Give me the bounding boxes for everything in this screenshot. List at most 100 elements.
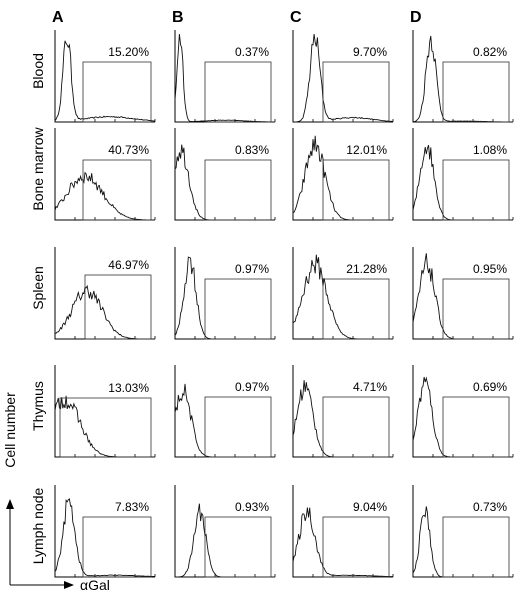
gate-percent-label: 40.73%: [108, 143, 149, 157]
gate-region: [204, 396, 272, 458]
gate-percent-label: 0.97%: [235, 380, 269, 394]
gate-percent-label: 0.82%: [473, 45, 507, 59]
histogram-panel: 0.97%: [174, 365, 276, 458]
gate-region: [84, 274, 152, 340]
gate-region: [322, 396, 390, 458]
panel-axes: [292, 365, 393, 458]
histogram-panel: 0.83%: [174, 128, 276, 221]
histogram-trace: [292, 507, 393, 578]
x-axis-label: αGal: [80, 577, 110, 593]
histogram-panel: 9.70%: [292, 30, 394, 123]
gate-region: [204, 159, 272, 221]
histogram-trace: [174, 33, 275, 123]
panel-axes: [412, 128, 513, 221]
gate-region: [322, 159, 390, 221]
gate-percent-label: 0.97%: [235, 262, 269, 276]
panel-axes: [412, 485, 513, 578]
row-label-blood: Blood: [30, 53, 46, 89]
gate-percent-label: 12.01%: [346, 143, 387, 157]
histogram-panel: 15.20%: [54, 30, 156, 123]
y-axis-arrowhead: [6, 499, 14, 509]
column-label-a: A: [52, 9, 64, 26]
panel-axes: [412, 30, 513, 123]
gate-region: [204, 516, 272, 578]
histogram-panel: 0.93%: [174, 485, 276, 578]
panel-axes: [174, 247, 275, 340]
histogram-panel: 0.69%: [412, 365, 514, 458]
histogram-trace: [54, 498, 156, 578]
histogram-trace: [293, 33, 394, 123]
histogram-panel: 0.73%: [412, 485, 514, 578]
gate-percent-label: 4.71%: [353, 380, 387, 394]
panel-axes: [292, 247, 393, 340]
gate-percent-label: 9.04%: [353, 500, 387, 514]
gate-region: [82, 516, 152, 578]
histogram-panel: 0.97%: [174, 247, 276, 340]
gate-percent-label: 9.70%: [353, 45, 387, 59]
panel-axes: [54, 30, 155, 123]
gate-region: [82, 61, 152, 123]
histogram-trace: [175, 503, 275, 578]
panel-axes: [54, 485, 155, 578]
panel-axes: [292, 485, 393, 578]
histogram-panel: 13.03%: [54, 365, 156, 458]
gate-percent-label: 0.37%: [235, 45, 269, 59]
column-label-b: B: [172, 9, 184, 26]
histogram-panel: 1.08%: [412, 128, 514, 221]
histogram-panel: 40.73%: [54, 128, 156, 221]
gate-region: [442, 396, 510, 458]
gate-region: [204, 278, 272, 340]
panel-axes: [292, 30, 393, 123]
gate-percent-label: 21.28%: [346, 262, 387, 276]
gate-percent-label: 7.83%: [115, 500, 149, 514]
row-label-bone-marrow: Bone marrow: [30, 126, 46, 210]
gate-region: [59, 397, 152, 458]
gate-region: [442, 61, 510, 123]
histogram-panel: 46.97%: [54, 247, 156, 340]
gate-region: [442, 159, 510, 221]
histogram-panel: 0.82%: [412, 30, 514, 123]
gate-region: [82, 159, 152, 221]
panel-axes: [54, 128, 155, 221]
gate-percent-label: 46.97%: [108, 258, 149, 272]
histogram-panel: 0.95%: [412, 247, 514, 340]
gate-region: [204, 61, 272, 123]
gate-percent-label: 15.20%: [108, 45, 149, 59]
row-label-lymph-node: Lymph node: [30, 488, 46, 565]
histogram-trace: [54, 395, 155, 458]
column-label-c: C: [290, 9, 302, 26]
gate-percent-label: 1.08%: [473, 143, 507, 157]
gate-region: [442, 516, 510, 578]
panel-axes: [412, 247, 513, 340]
column-label-d: D: [410, 9, 422, 26]
gate-region: [442, 278, 510, 340]
gate-region: [322, 516, 390, 578]
row-label-thymus: Thymus: [30, 381, 46, 431]
panel-axes: [54, 365, 155, 458]
gate-region: [322, 61, 390, 123]
gate-percent-label: 0.93%: [235, 500, 269, 514]
gate-percent-label: 0.73%: [473, 500, 507, 514]
histogram-panel: 0.37%: [174, 30, 276, 123]
x-axis-arrowhead: [64, 581, 74, 589]
histogram-trace: [54, 284, 155, 340]
gate-percent-label: 0.95%: [473, 262, 507, 276]
histogram-trace: [174, 383, 275, 458]
panel-axes: [412, 365, 513, 458]
gate-percent-label: 0.83%: [235, 143, 269, 157]
gate-percent-label: 13.03%: [108, 381, 149, 395]
histogram-trace: [54, 171, 155, 221]
panel-axes: [292, 128, 393, 221]
histogram-trace: [54, 40, 155, 122]
histogram-panel: 4.71%: [292, 365, 394, 458]
panel-axes: [174, 30, 275, 123]
histogram-panel: 7.83%: [54, 485, 156, 578]
gate-region: [322, 278, 390, 340]
panel-axes: [174, 128, 275, 221]
y-axis-label: Cell number: [2, 392, 18, 468]
histogram-panel: 12.01%: [292, 128, 394, 221]
panel-axes: [174, 485, 275, 578]
row-label-spleen: Spleen: [30, 266, 46, 310]
histogram-panel: 9.04%: [292, 485, 394, 578]
